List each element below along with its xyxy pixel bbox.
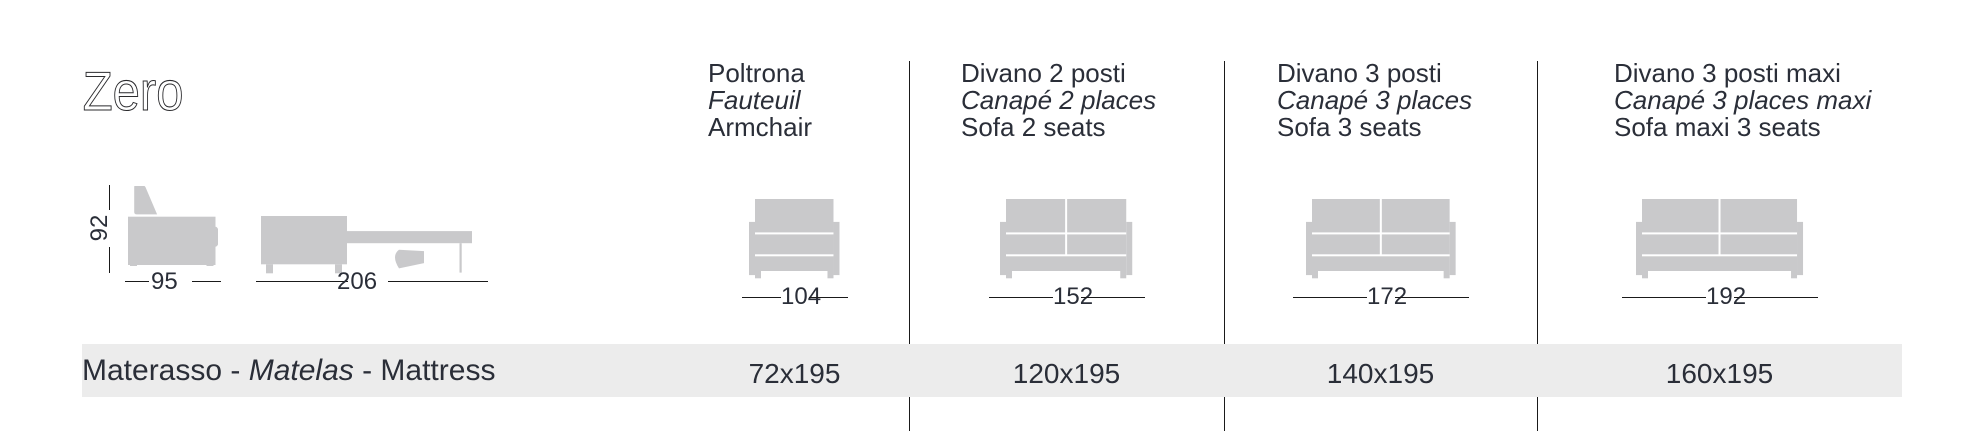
svg-text:Zero: Zero (83, 61, 184, 122)
